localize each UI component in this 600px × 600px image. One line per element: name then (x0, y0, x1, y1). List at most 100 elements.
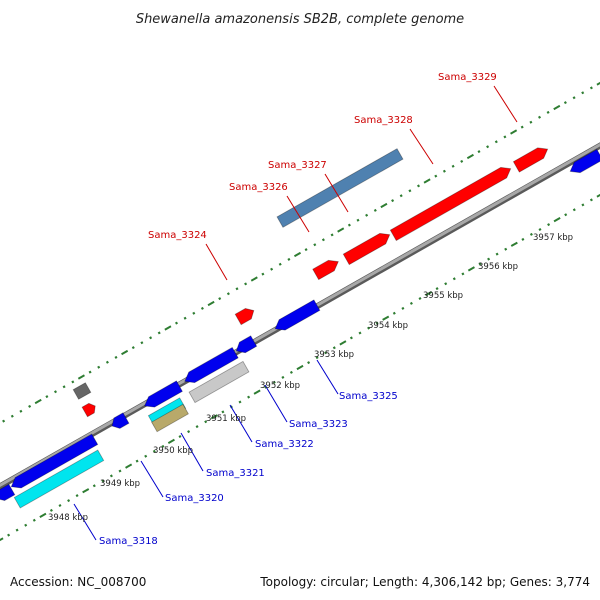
outer-tick (451, 164, 455, 168)
gene-label-top[interactable]: Sama_3329 (438, 72, 497, 83)
inner-tick (367, 326, 371, 330)
outer-tick (529, 120, 533, 124)
inner-tick (452, 277, 456, 281)
inner-tick (375, 321, 379, 325)
kbp-label: 3950 kbp (153, 446, 193, 456)
outer-tick (596, 80, 600, 86)
outer-tick (572, 96, 576, 100)
feature-sama-3329[interactable] (512, 144, 550, 173)
inner-tick (178, 435, 182, 438)
inner-tick (504, 247, 508, 251)
outer-tick (293, 251, 302, 258)
inner-tick (49, 508, 53, 512)
genome-summary-text: Topology: circular; Length: 4,306,142 bp… (259, 575, 590, 589)
feature-sama-3323-b[interactable] (233, 335, 258, 356)
inner-tick (15, 528, 19, 532)
feature-sama-3328[interactable] (389, 163, 513, 242)
inner-tick (82, 488, 90, 494)
outer-tick (365, 213, 369, 217)
outer-tick (442, 169, 446, 173)
outer-tick (54, 390, 57, 394)
inner-tick (521, 237, 525, 241)
outer-tick (423, 178, 431, 184)
outer-tick (321, 238, 325, 242)
inner-tick (0, 537, 4, 543)
gene-label-top[interactable]: Sama_3328 (354, 115, 413, 126)
feature-sama-3323[interactable] (182, 346, 239, 386)
inner-tick (92, 484, 96, 488)
feature-sama-3330[interactable] (567, 148, 600, 176)
gene-label-top[interactable]: Sama_3326 (229, 182, 288, 193)
gene-features (0, 144, 600, 509)
outer-tick (28, 404, 32, 408)
gene-label-bottom[interactable]: Sama_3321 (206, 468, 265, 479)
feature-sama-3321[interactable] (142, 380, 183, 411)
feature-sama-3327[interactable] (342, 229, 392, 266)
leader-line (140, 460, 164, 498)
inner-tick (281, 375, 285, 379)
leader-line (493, 85, 518, 123)
inner-tick (581, 203, 585, 207)
gene-label-bottom[interactable]: Sama_3318 (99, 536, 158, 547)
inner-tick (382, 315, 390, 321)
outer-tick (510, 129, 518, 135)
feature-sama-3321-misc[interactable] (151, 403, 189, 433)
inner-tick (135, 459, 139, 463)
leader-line (73, 503, 97, 541)
feature-sama-3328-rna[interactable] (276, 148, 404, 228)
gene-labels: Sama_3324 Sama_3326 Sama_3327 Sama_3328 Sama… (99, 72, 497, 547)
inner-tick (152, 449, 156, 453)
outer-tick (546, 110, 550, 114)
inner-tick (39, 512, 47, 518)
inner-tick (425, 291, 433, 297)
inner-tick (315, 356, 319, 360)
feature-sama-3318-rna[interactable] (13, 449, 105, 509)
inner-tick (467, 266, 475, 272)
gene-label-top[interactable]: Sama_3324 (148, 230, 207, 241)
gene-label-bottom[interactable]: Sama_3322 (255, 439, 314, 450)
outer-tick (287, 257, 291, 261)
feature-sama-3320[interactable] (8, 433, 99, 492)
kbp-label: 3957 kbp (533, 233, 573, 243)
outer-tick (503, 135, 507, 139)
inner-tick (144, 454, 148, 458)
feature-sama-3322[interactable] (188, 360, 250, 404)
inner-tick (32, 518, 36, 522)
inner-tick (167, 438, 175, 444)
outer-tick (105, 360, 109, 364)
leader-line (229, 404, 253, 443)
kbp-label: 3954 kbp (368, 321, 408, 331)
feature-misc-red[interactable] (81, 401, 98, 418)
feature-sama-3326[interactable] (312, 256, 342, 281)
leader-line (286, 195, 310, 233)
outer-tick (563, 101, 567, 105)
feature-sama-3320-b[interactable] (109, 412, 130, 431)
feature-sama-3325[interactable] (272, 299, 321, 334)
gene-label-bottom[interactable]: Sama_3323 (289, 419, 348, 430)
outer-tick (157, 331, 161, 335)
outer-tick (270, 267, 274, 271)
outer-tick (175, 321, 178, 325)
inner-tick (272, 380, 276, 384)
outer-tick (337, 227, 345, 233)
outer-tick (131, 346, 135, 350)
inner-tick (289, 370, 293, 374)
gene-label-bottom[interactable]: Sama_3325 (339, 391, 398, 402)
inner-tick (221, 410, 225, 414)
outer-tick (218, 297, 222, 301)
feature-sama-3324[interactable] (234, 305, 257, 326)
feature-misc-grey[interactable] (72, 382, 92, 400)
gene-label-bottom[interactable]: Sama_3320 (165, 493, 224, 504)
inner-tick (401, 306, 405, 310)
outer-tick (19, 409, 23, 413)
inner-tick (409, 301, 413, 305)
inner-tick (101, 479, 105, 483)
gene-label-top[interactable]: Sama_3327 (268, 160, 327, 171)
outer-tick (466, 153, 474, 160)
outer-tick (356, 218, 360, 222)
outer-tick (553, 104, 561, 111)
inner-tick (307, 361, 311, 365)
outer-tick (380, 202, 388, 209)
feature-sama-3317[interactable] (0, 483, 16, 503)
inner-tick (332, 346, 336, 350)
